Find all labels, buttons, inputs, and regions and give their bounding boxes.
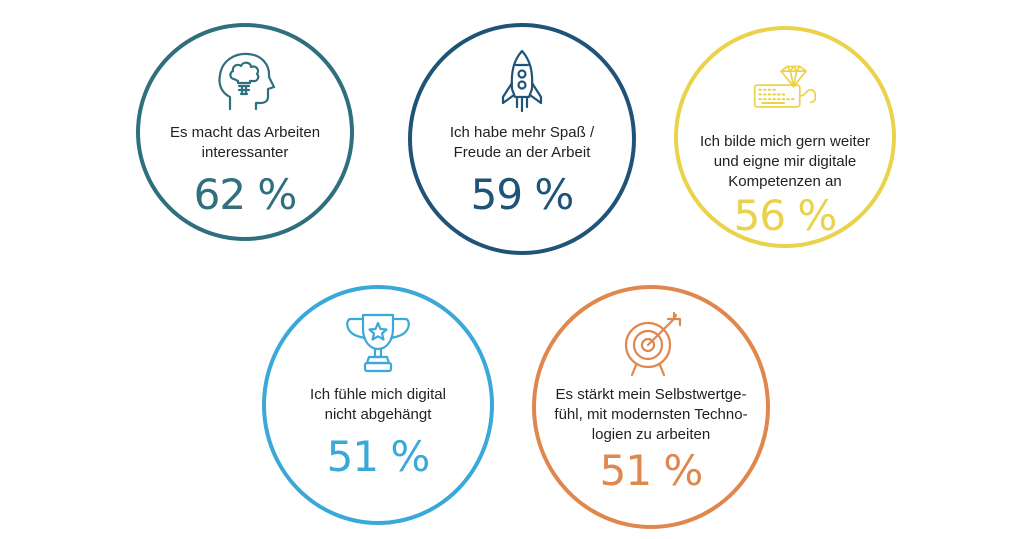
rocket-icon — [487, 49, 557, 115]
stat-label: Ich bilde mich gern weiter und eigne mir… — [699, 133, 871, 190]
stat-percentage: 51 % — [326, 432, 431, 481]
stat-label: Ich habe mehr Spaß / Freude an der Arbei… — [449, 124, 595, 161]
stat-percentage: 59 % — [470, 170, 575, 219]
stat-circle-interesting-work: Es macht das Arbeiten interessanter 62 % — [136, 23, 354, 241]
stat-circle-more-fun: Ich habe mehr Spaß / Freude an der Arbei… — [408, 23, 636, 255]
stat-circle-not-left-behind: Ich fühle mich digital nicht abgehängt 5… — [262, 285, 494, 525]
keyboard-diamond-icon — [750, 56, 820, 122]
stat-circle-self-esteem: Es stärkt mein Selbstwertge- fühl, mit m… — [532, 285, 770, 529]
stat-label: Ich fühle mich digital nicht abgehängt — [310, 386, 446, 423]
stat-percentage: 62 % — [193, 170, 298, 219]
stat-percentage: 51 % — [599, 446, 704, 495]
stat-label: Es stärkt mein Selbstwertge- fühl, mit m… — [554, 386, 748, 443]
target-arrow-icon — [616, 311, 686, 377]
head-lightbulb-icon — [210, 49, 280, 115]
trophy-icon — [343, 311, 413, 377]
stat-percentage: 56 % — [733, 191, 838, 240]
stat-label: Es macht das Arbeiten interessanter — [169, 124, 321, 161]
stat-circle-digital-skills: Ich bilde mich gern weiter und eigne mir… — [674, 26, 896, 248]
